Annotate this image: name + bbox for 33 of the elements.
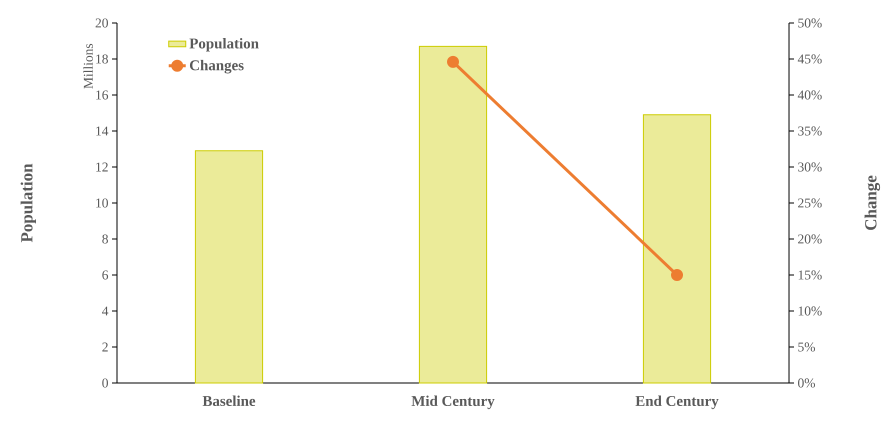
y-tick-label: 4 xyxy=(102,306,108,316)
bar xyxy=(642,114,712,384)
legend-label: Changes xyxy=(190,60,244,74)
legend-label: Population xyxy=(189,38,259,52)
y-tick-label: 20 xyxy=(96,18,108,28)
y-tick-label: 12 xyxy=(96,162,108,172)
y-tick-label: 6 xyxy=(102,270,108,280)
y2-tick-label: 30% xyxy=(798,162,822,172)
y-tick-label: 10 xyxy=(96,198,108,208)
y2-tick-label: 0% xyxy=(798,378,816,388)
y2-tick-label: 15% xyxy=(798,270,822,280)
x-tick-label: Mid Century xyxy=(412,396,495,410)
y-tick-label: 18 xyxy=(96,54,108,64)
y-tick-label: 0 xyxy=(102,378,108,388)
y2-tick-label: 25% xyxy=(798,198,822,208)
y-tick-label: 14 xyxy=(96,126,108,136)
y2-tick-label: 35% xyxy=(798,126,822,136)
y2-tick-label: 40% xyxy=(798,90,822,100)
x-tick-label: End Century xyxy=(636,396,719,410)
y2-tick-label: 45% xyxy=(798,54,822,64)
x-tick-label: Baseline xyxy=(202,396,256,406)
bar xyxy=(194,150,264,384)
y2-axis-title: Change xyxy=(864,176,880,230)
bar xyxy=(418,46,488,384)
y2-tick-label: 50% xyxy=(798,18,822,28)
y2-tick-label: 10% xyxy=(798,306,822,316)
y-tick-label: 2 xyxy=(102,342,108,352)
y-axis-title: Population xyxy=(20,164,36,242)
y-tick-label: 16 xyxy=(96,90,108,100)
y2-tick-label: 5% xyxy=(798,342,816,352)
y-tick-label: 8 xyxy=(102,234,108,244)
y2-tick-label: 20% xyxy=(798,234,822,244)
text: Millions xyxy=(83,44,93,89)
